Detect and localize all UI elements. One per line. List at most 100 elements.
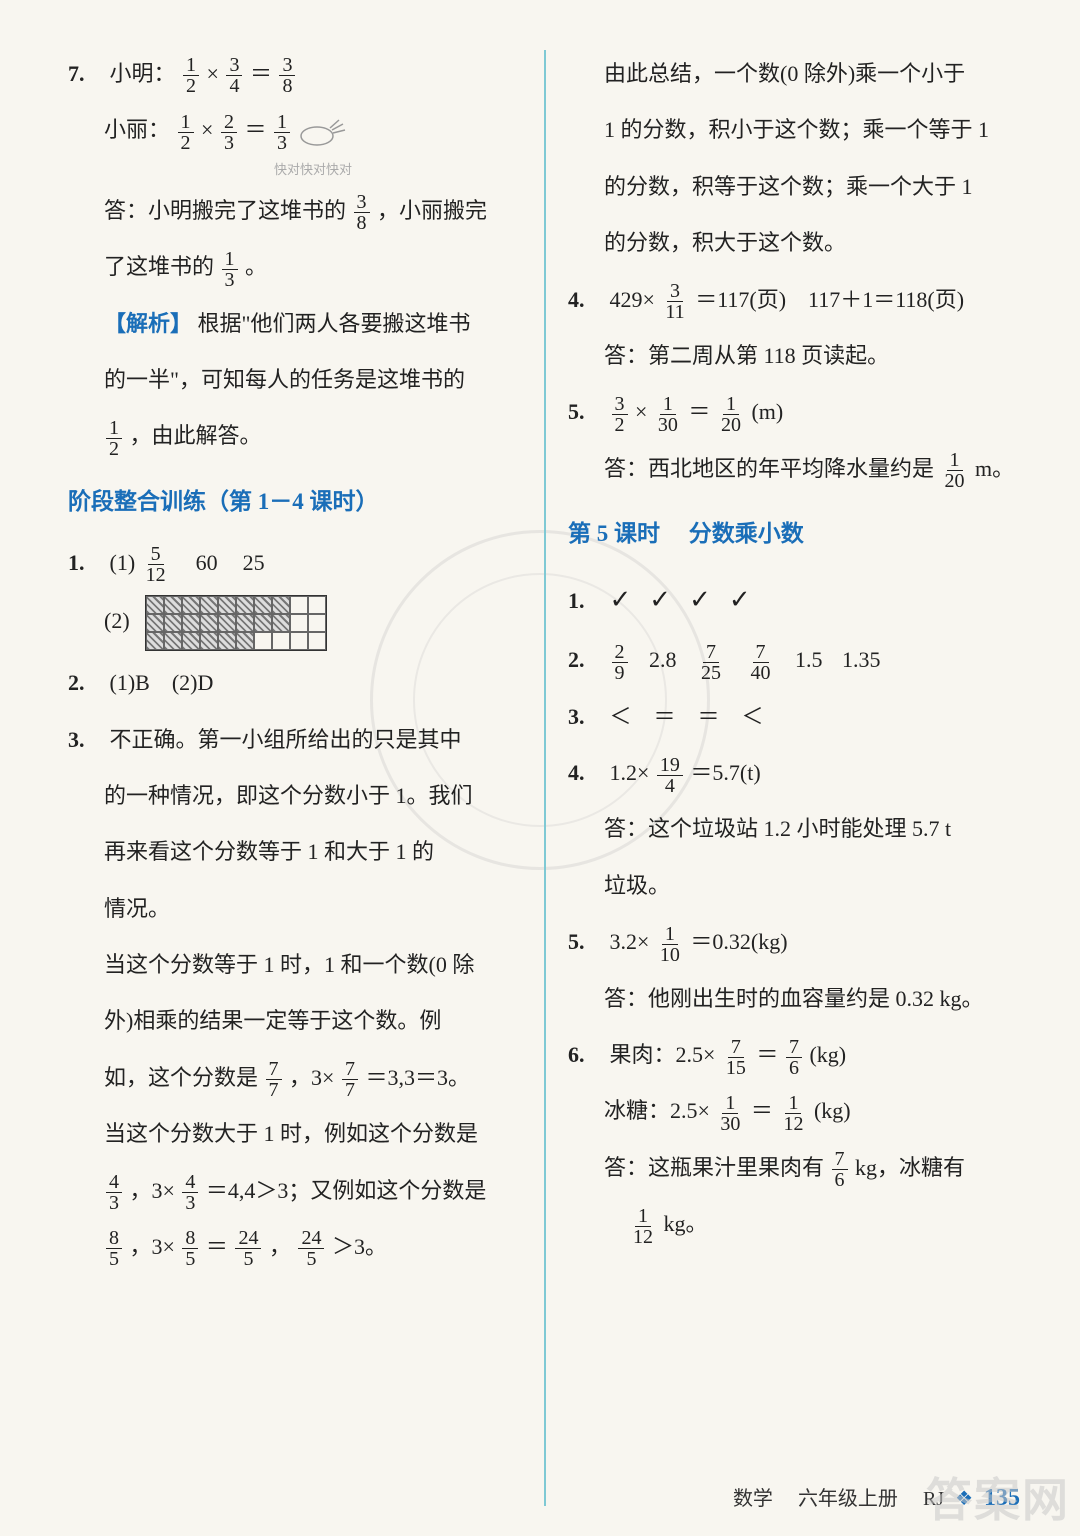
text: 情况。 xyxy=(68,885,522,933)
frac: 76 xyxy=(832,1149,848,1190)
text: ，3× xyxy=(130,1234,175,1259)
watermark-text: 答案网 xyxy=(926,1464,1070,1530)
r2-q2: 2. 29 2.8 725 740 1.5 1.35 xyxy=(568,636,1022,684)
text: 的分数，积大于这个数。 xyxy=(568,219,1022,267)
text: 的分数，积等于这个数；乘一个大于 1 xyxy=(568,163,1022,211)
value: 2.8 xyxy=(649,647,677,672)
r2-q4-ans1: 答：这个垃圾站 1.2 小时能处理 5.7 t xyxy=(568,805,1022,853)
q-num: 4. xyxy=(568,749,596,797)
text: ，3× xyxy=(289,1065,334,1090)
text: 当这个分数大于 1 时，例如这个分数是 xyxy=(68,1110,522,1158)
text: 答：小明搬完了这堆书的 xyxy=(104,198,346,223)
frac: 29 xyxy=(612,642,628,683)
r2-q6-l1: 6. 果肉：2.5× 715 ＝ 76 (kg) xyxy=(568,1031,1022,1079)
check-row: ✓✓✓✓ xyxy=(610,588,769,613)
frac: 43 xyxy=(182,1172,198,1213)
text: 果肉：2.5× xyxy=(610,1042,716,1067)
right-column: 由此总结，一个数(0 除外)乘一个小于 1 的分数，积小于这个数；乘一个等于 1… xyxy=(550,50,1040,1506)
text: kg。 xyxy=(664,1211,708,1236)
frac: 85 xyxy=(182,1228,198,1269)
text: ＝0.32(kg) xyxy=(690,929,787,954)
text: 根据"他们两人各要搬这堆书 xyxy=(198,311,471,336)
q7-num: 7. xyxy=(68,50,96,98)
r2-q3: 3. ＜ ＝ ＝ ＜ xyxy=(568,693,1022,741)
q7-answer-2: 了这堆书的 13 。 xyxy=(68,243,522,291)
r2-q5-ans: 答：他刚出生时的血容量约是 0.32 kg。 xyxy=(568,975,1022,1023)
unit: (kg) xyxy=(814,1098,851,1123)
r-q5: 5. 32 × 130 ＝ 120 (m) xyxy=(568,388,1022,436)
unit: (kg) xyxy=(809,1042,846,1067)
r2-q6-ans-2: 112 kg。 xyxy=(568,1200,1022,1248)
value: 25 xyxy=(243,550,265,575)
value: 60 xyxy=(196,550,218,575)
frac: 13 xyxy=(222,249,238,290)
text: 1 的分数，积小于这个数；乘一个等于 1 xyxy=(568,106,1022,154)
text: ，由此解答。 xyxy=(130,423,262,448)
page: 7. 小明： 12 × 34 ＝ 38 小丽： 12 × 23 ＝ 13 快对快… xyxy=(0,0,1080,1536)
frac: 112 xyxy=(780,1093,806,1134)
small-watermark-text: 快对快对快对 xyxy=(68,157,522,183)
q7-expl-2: 的一半"，可知每人的任务是这堆书的 xyxy=(68,356,522,404)
q7-xm-label: 小明： xyxy=(110,61,176,86)
frac: 245 xyxy=(235,1228,261,1269)
text: 的一种情况，即这个分数小于 1。我们 xyxy=(68,772,522,820)
frac: 77 xyxy=(342,1059,358,1100)
text: 答：西北地区的年平均降水量约是 xyxy=(604,456,934,481)
q-num: 5. xyxy=(568,388,596,436)
lesson-num: 第 5 课时 xyxy=(568,521,660,546)
part-label: (1) xyxy=(110,550,136,575)
footer-subject: 数学 xyxy=(733,1488,773,1510)
s1-q3: 3. 不正确。第一小组所给出的只是其中 xyxy=(68,716,522,764)
q-num: 3. xyxy=(68,716,96,764)
frac: 13 xyxy=(274,112,290,153)
value: 1.35 xyxy=(842,647,881,672)
frac: 112 xyxy=(630,1206,656,1247)
frac: 110 xyxy=(657,924,683,965)
frac: 85 xyxy=(106,1228,122,1269)
explanation-label: 【解析】 xyxy=(104,311,192,336)
frac: 245 xyxy=(298,1228,324,1269)
lesson-title: 分数乘小数 xyxy=(689,521,804,546)
value: 1.5 xyxy=(795,647,823,672)
grid-figure xyxy=(145,595,327,651)
r2-q4-ans2: 垃圾。 xyxy=(568,862,1022,910)
r-q4: 4. 429× 311 ＝117(页) 117＋1＝118(页) xyxy=(568,276,1022,324)
column-divider xyxy=(544,50,546,1506)
text: ＞3。 xyxy=(332,1234,387,1259)
r2-q6-ans: 答：这瓶果汁里果肉有 76 kg，冰糖有 xyxy=(568,1144,1022,1192)
text: ＝3,3＝3。 xyxy=(365,1065,470,1090)
eq: ＝ xyxy=(250,61,272,86)
r-q5-ans: 答：西北地区的年平均降水量约是 120 m。 xyxy=(568,445,1022,493)
text: ＜ ＝ ＝ ＜ xyxy=(610,704,764,729)
text: 不正确。第一小组所给出的只是其中 xyxy=(110,727,462,752)
text: 外)相乘的结果一定等于这个数。例 xyxy=(68,997,522,1045)
q7-line2: 小丽： 12 × 23 ＝ 13 xyxy=(68,106,522,154)
q-num: 2. xyxy=(568,636,596,684)
r2-q4: 4. 1.2× 194 ＝5.7(t) xyxy=(568,749,1022,797)
eq: ＝ xyxy=(756,1042,778,1067)
r2-q6-l2: 冰糖：2.5× 130 ＝ 112 (kg) xyxy=(568,1087,1022,1135)
carrot-icon xyxy=(297,114,347,150)
text: ＝5.7(t) xyxy=(690,760,760,785)
frac: 38 xyxy=(279,55,295,96)
text: ＝117(页) 117＋1＝118(页) xyxy=(695,287,964,312)
q-num: 3. xyxy=(568,693,596,741)
frac: 512 xyxy=(143,544,169,585)
text: 。 xyxy=(245,254,267,279)
s1-q1: 1. (1) 512 60 25 xyxy=(68,539,522,587)
q-num: 1. xyxy=(68,539,96,587)
frac: 740 xyxy=(748,642,774,683)
frac: 77 xyxy=(266,1059,282,1100)
s1-q3-p9: 43 ，3× 43 ＝4,4＞3；又例如这个分数是 xyxy=(68,1167,522,1215)
text: 3.2× xyxy=(610,929,650,954)
text: ，小丽搬完 xyxy=(377,198,487,223)
eq: ＝ xyxy=(688,399,710,424)
r2-q5: 5. 3.2× 110 ＝0.32(kg) xyxy=(568,918,1022,966)
text: 了这堆书的 xyxy=(104,254,214,279)
q-num: 4. xyxy=(568,276,596,324)
s1-q1-p2: (2) xyxy=(68,595,522,651)
text: 当这个分数等于 1 时，1 和一个数(0 除 xyxy=(68,941,522,989)
frac: 43 xyxy=(106,1172,122,1213)
frac: 32 xyxy=(612,394,628,435)
frac: 715 xyxy=(723,1037,749,1078)
